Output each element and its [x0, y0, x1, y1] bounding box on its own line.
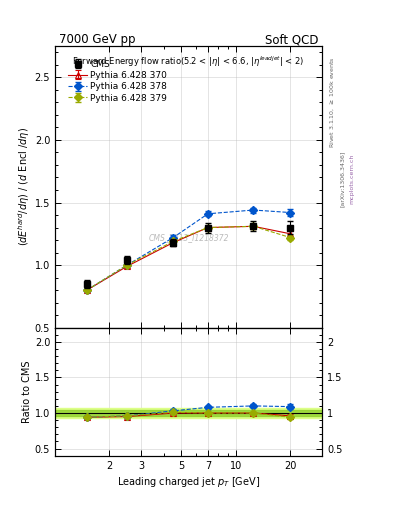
X-axis label: Leading charged jet $p_T$ [GeV]: Leading charged jet $p_T$ [GeV] [117, 475, 260, 489]
Text: mcplots.cern.ch: mcplots.cern.ch [349, 154, 354, 204]
Text: [arXiv:1306.3436]: [arXiv:1306.3436] [340, 151, 345, 207]
Legend: CMS, Pythia 6.428 370, Pythia 6.428 378, Pythia 6.428 379: CMS, Pythia 6.428 370, Pythia 6.428 378,… [65, 56, 171, 106]
Bar [55, 410, 322, 416]
Text: Forward Energy flow ratio(5.2 < $|\eta|$ < 6.6, $|\eta^{leadjet}|$ < 2): Forward Energy flow ratio(5.2 < $|\eta|$… [72, 55, 305, 69]
Text: Rivet 3.1.10, $\geq$ 100k events: Rivet 3.1.10, $\geq$ 100k events [328, 56, 336, 148]
Text: 7000 GeV pp: 7000 GeV pp [59, 33, 136, 46]
Text: CMS_2013_I1218372: CMS_2013_I1218372 [149, 233, 229, 242]
Y-axis label: $(dE^{hard}/d\eta)$ / $(d$ Encl $/ d\eta)$: $(dE^{hard}/d\eta)$ / $(d$ Encl $/ d\eta… [16, 127, 32, 246]
Text: Soft QCD: Soft QCD [265, 33, 318, 46]
Y-axis label: Ratio to CMS: Ratio to CMS [22, 360, 32, 423]
Bar [55, 408, 322, 418]
